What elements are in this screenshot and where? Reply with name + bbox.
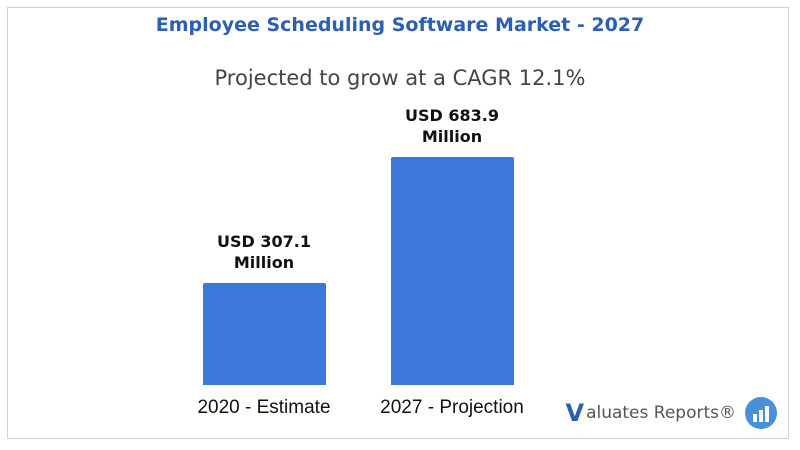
frame <box>7 7 789 439</box>
x-tick-label: 2027 - Projection <box>380 397 524 418</box>
brand-name: aluates Reports® <box>586 403 736 423</box>
bar <box>390 157 514 385</box>
value-label: USD 683.9 Million <box>405 106 499 146</box>
brand-initial: V <box>565 399 585 427</box>
brand-icon <box>745 397 777 429</box>
bar <box>202 282 326 385</box>
brand-logo: V aluates Reports® <box>565 396 778 430</box>
chart-title: Employee Scheduling Software Market - 20… <box>155 14 645 36</box>
value-label: USD 307.1 Million <box>217 231 311 272</box>
x-tick-label: 2020 - Estimate <box>197 397 331 418</box>
chart-subtitle: Projected to grow at a CAGR 12.1% <box>214 66 586 90</box>
